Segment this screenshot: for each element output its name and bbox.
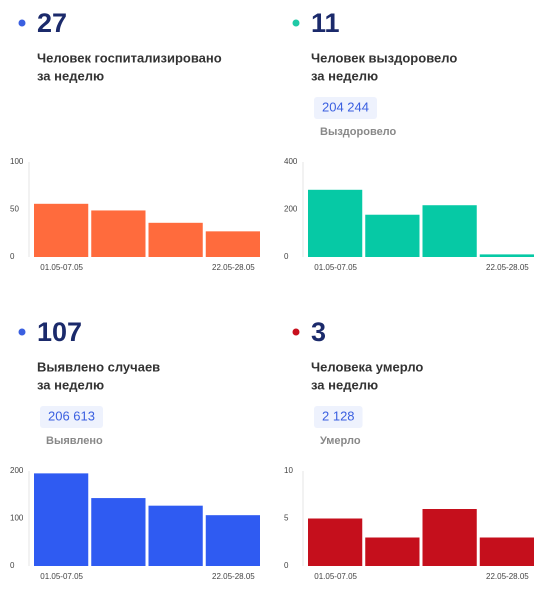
y-tick-label: 200 [10,466,24,475]
y-tick-label: 50 [10,205,19,214]
total-label: Выявлено [46,435,103,447]
y-tick-label: 0 [10,252,15,261]
bar [91,498,146,566]
bar [148,222,203,257]
bar [422,205,477,257]
y-tick-label: 0 [284,252,289,261]
y-tick-label: 0 [284,561,289,570]
title-line: за неделю [311,377,378,392]
title-line: Человека умерло [311,359,423,374]
x-tick-label: 22.05-28.05 [212,572,255,581]
bar [479,537,534,566]
x-tick-label: 01.05-07.05 [40,263,83,272]
y-tick-label: 400 [284,157,298,166]
bar [148,505,203,566]
y-tick-label: 100 [10,514,24,523]
x-tick-label: 01.05-07.05 [314,572,357,581]
total: 206 613 [48,408,95,423]
bar [365,537,420,566]
bar [308,189,363,257]
title-line: за неделю [37,68,104,83]
title-line: за неделю [311,68,378,83]
bar [34,473,89,566]
bar [365,214,420,257]
total-box [40,406,103,428]
y-tick-label: 100 [10,157,24,166]
y-tick-label: 200 [284,205,298,214]
y-tick-label: 0 [10,561,15,570]
y-tick-label: 5 [284,514,289,523]
x-tick-label: 22.05-28.05 [486,263,529,272]
total: 2 128 [322,408,355,423]
bar [34,203,89,257]
total-box [314,97,377,119]
x-tick-label: 01.05-07.05 [314,263,357,272]
bar [205,515,260,566]
x-tick-label: 22.05-28.05 [486,572,529,581]
title-line: Человек госпитализировано [37,50,222,65]
title-line: Человек выздоровело [311,50,457,65]
y-tick-label: 10 [284,466,293,475]
total-label: Умерло [320,435,361,447]
title-line: за неделю [37,377,104,392]
headline: 3 [311,317,326,347]
status-dot [18,328,26,336]
headline: 11 [311,8,340,38]
bar [91,210,146,257]
bar [422,509,477,566]
status-dot [292,328,300,336]
total-box [314,406,363,428]
total-label: Выздоровело [320,126,397,138]
status-dot [18,19,26,27]
bar [308,518,363,566]
bar [205,231,260,257]
x-tick-label: 22.05-28.05 [212,263,255,272]
headline: 27 [37,8,67,38]
bar [479,254,534,257]
headline: 107 [37,317,82,347]
title-line: Выявлено случаев [37,359,160,374]
x-tick-label: 01.05-07.05 [40,572,83,581]
total: 204 244 [322,99,369,114]
status-dot [292,19,300,27]
